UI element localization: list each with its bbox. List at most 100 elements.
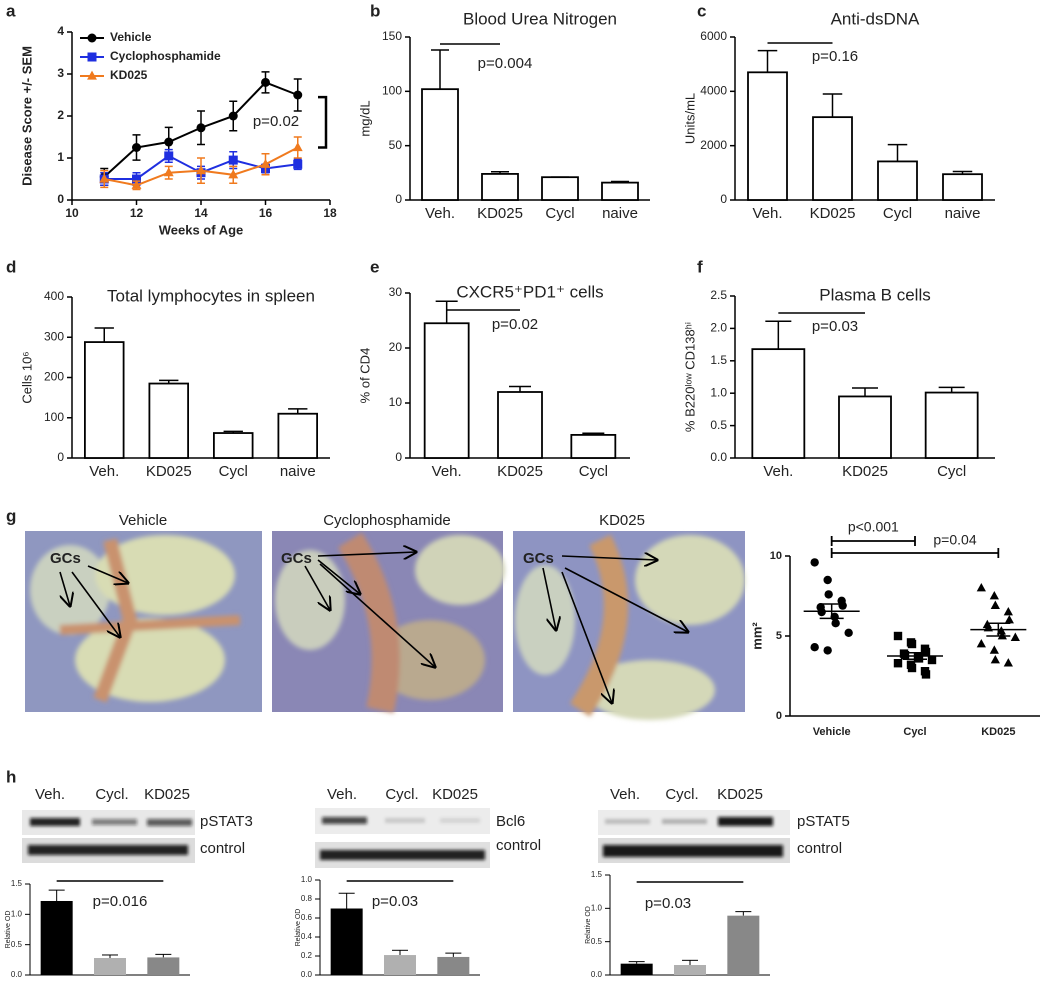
- bar: [838, 395, 892, 459]
- x-tick-label: Veh.: [89, 463, 119, 480]
- micrograph-title: KD025: [599, 512, 645, 529]
- blot: Veh. Cycl. KD025 Bcl6 control: [315, 786, 541, 868]
- y-tick-label: 0.0: [301, 970, 313, 979]
- y-tick-label: 0.5: [591, 937, 603, 946]
- band-label: control: [496, 837, 541, 854]
- y-tick-label: 1.0: [301, 875, 313, 884]
- annotation: p=0.02: [253, 113, 299, 130]
- y-tick-label: 100: [44, 410, 64, 424]
- x-tick-label: KD025: [981, 726, 1015, 738]
- x-tick-label: Cycl: [903, 726, 926, 738]
- x-tick-label: Cycl: [219, 463, 248, 480]
- chart-title: Plasma B cells: [819, 285, 930, 304]
- band-label: pSTAT3: [200, 813, 253, 830]
- bar: [751, 348, 806, 459]
- marker: [132, 143, 141, 152]
- y-tick-label: 0.6: [301, 913, 313, 922]
- marker: [1004, 614, 1014, 624]
- y-tick-label: 2000: [700, 138, 727, 152]
- y-tick-label: 0.2: [301, 951, 313, 960]
- bracket: [830, 548, 1000, 558]
- annotation: p=0.03: [812, 318, 858, 335]
- annotation: GCs: [523, 550, 554, 567]
- y-axis-label: % of CD4: [357, 348, 372, 404]
- marker: [810, 643, 819, 652]
- sem-bar: [903, 652, 927, 656]
- bar: [481, 173, 519, 201]
- arrow: [542, 556, 688, 703]
- y-tick-label: 1.0: [11, 909, 23, 918]
- bar: [148, 382, 189, 459]
- annotation: p<0.001: [848, 519, 899, 535]
- blot: Veh. Cycl. KD025 pSTAT5 control: [598, 786, 850, 863]
- bar: [747, 71, 788, 201]
- y-tick-label: 5: [776, 630, 782, 642]
- marker: [164, 137, 174, 147]
- y-tick-label: 0.0: [710, 450, 727, 464]
- y-axis-label: Relative OD: [585, 906, 592, 944]
- marker: [1010, 632, 1020, 641]
- bar: [212, 432, 254, 459]
- x-tick-label: KD025: [842, 463, 888, 480]
- x-tick-label: Cycl: [545, 205, 574, 222]
- bar: [277, 412, 318, 459]
- y-tick-label: 0: [57, 450, 64, 464]
- annotation: p=0.04: [933, 532, 976, 548]
- y-tick-label: 0.0: [11, 970, 23, 979]
- lane-label: Cycl.: [385, 786, 418, 803]
- x-tick-label: Veh.: [752, 205, 782, 222]
- annotation: p=0.016: [93, 893, 148, 910]
- band-label: control: [200, 840, 245, 857]
- micrograph-title: Cyclophosphamide: [323, 512, 451, 529]
- y-axis-label: mg/dL: [357, 100, 372, 136]
- y-tick-label: 30: [389, 285, 403, 299]
- lane-label: Cycl.: [95, 786, 128, 803]
- bar: [570, 433, 617, 459]
- x-tick-label: naive: [945, 205, 981, 222]
- x-tick-label: Cycl: [579, 463, 608, 480]
- bar: [924, 391, 979, 459]
- marker: [293, 159, 303, 169]
- sem-bar: [986, 629, 1011, 637]
- sem-bar: [819, 611, 844, 620]
- marker: [838, 601, 847, 610]
- y-tick-label: 0: [720, 192, 727, 206]
- marker: [976, 638, 986, 648]
- marker: [914, 654, 924, 663]
- marker: [976, 582, 986, 592]
- sem-bar: [903, 656, 927, 660]
- annotation: GCs: [281, 550, 312, 567]
- bracket: [830, 536, 916, 546]
- panel-label: e: [370, 257, 379, 276]
- legend-marker: [87, 33, 97, 43]
- bar: [620, 963, 653, 975]
- y-axis-label: mm²: [749, 622, 764, 650]
- bar: [727, 915, 760, 975]
- bar: [541, 176, 579, 201]
- y-tick-label: 50: [389, 138, 403, 152]
- bar: [437, 956, 470, 975]
- chart-title: Blood Urea Nitrogen: [463, 9, 617, 28]
- micrograph: Cyclophosphamide GCs: [272, 512, 505, 714]
- annotation: p=0.16: [812, 48, 858, 65]
- bar: [384, 955, 416, 975]
- y-tick-label: 200: [44, 370, 64, 384]
- marker: [823, 575, 832, 585]
- x-tick-label: naive: [280, 463, 316, 480]
- panel-label: a: [6, 1, 16, 20]
- x-tick-label: KD025: [477, 205, 523, 222]
- panel-label: d: [6, 257, 16, 276]
- marker: [260, 158, 271, 168]
- micrograph: KD025 GCs: [513, 512, 745, 720]
- band-label: pSTAT5: [797, 813, 850, 830]
- legend-marker: [87, 70, 97, 80]
- arrow: [59, 565, 128, 637]
- y-tick-label: 1.0: [710, 385, 727, 399]
- marker: [921, 670, 931, 679]
- y-axis-label: % B220ˡᵒʷ CD138ʰⁱ: [682, 322, 697, 432]
- marker: [989, 590, 999, 600]
- annotation: p=0.03: [645, 895, 691, 912]
- y-axis-label: Cells 10⁶: [19, 351, 34, 403]
- marker: [261, 77, 270, 87]
